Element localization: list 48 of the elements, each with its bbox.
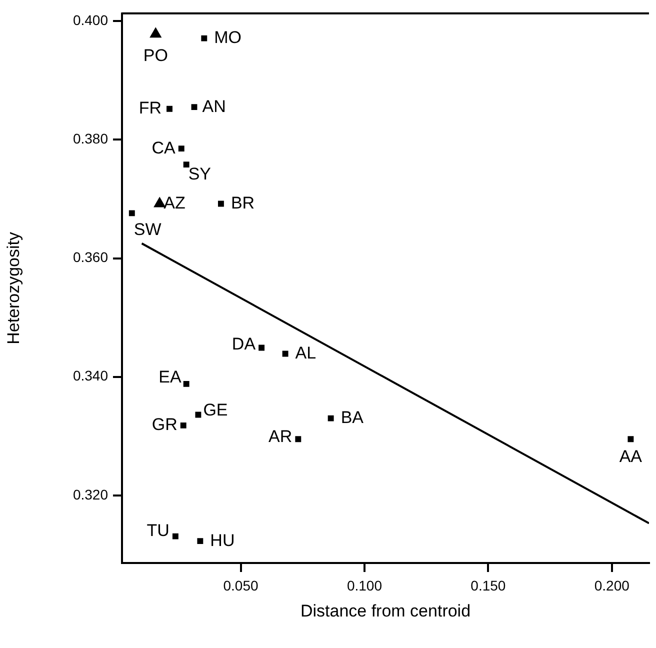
x-tick-label: 0.100 <box>346 577 382 594</box>
annotation: TU <box>146 521 170 540</box>
point <box>183 162 190 168</box>
x-tick-label: 0.150 <box>470 577 506 594</box>
point <box>172 533 178 540</box>
point <box>128 210 135 216</box>
x-axis-title: Distance from centroid <box>300 601 471 620</box>
annotation: PO <box>143 46 168 65</box>
annotation: AA <box>619 446 643 466</box>
point <box>178 146 184 152</box>
point <box>201 35 208 42</box>
annotation: CA <box>152 138 176 158</box>
annotation: BR <box>230 193 255 212</box>
y-tick-label: 0.340 <box>72 368 108 384</box>
point <box>195 412 202 418</box>
point <box>328 415 334 422</box>
annotation: BA <box>340 408 364 428</box>
annotation: SW <box>134 220 162 239</box>
annotation: HU <box>210 530 235 550</box>
annotation: MO <box>214 28 242 47</box>
annotation: GE <box>203 400 228 420</box>
x-tick-label: 0.200 <box>594 577 630 594</box>
annotation: DA <box>232 334 256 354</box>
point <box>295 436 302 442</box>
annotation: AR <box>268 426 292 446</box>
annotation: AN <box>202 96 226 116</box>
x-tick-label: 0.050 <box>223 577 258 594</box>
annotation: AZ <box>164 193 186 212</box>
y-axis-title: Heterozygosity <box>4 231 23 344</box>
y-tick-label: 0.360 <box>72 249 108 266</box>
annotation: SY <box>188 164 212 184</box>
annotation: AL <box>295 343 316 362</box>
y-tick-label: 0.380 <box>72 130 108 147</box>
y-tick-label: 0.400 <box>72 12 108 28</box>
annotation: FR <box>138 98 162 118</box>
point <box>197 538 204 544</box>
point <box>150 28 162 38</box>
point <box>282 350 288 357</box>
annotation: EA <box>158 368 182 387</box>
point <box>180 422 186 428</box>
y-tick-label: 0.320 <box>72 486 108 502</box>
point <box>183 380 190 387</box>
point <box>191 104 198 110</box>
annotation: GR <box>152 415 178 434</box>
point <box>166 106 172 112</box>
point <box>258 344 265 351</box>
point <box>218 200 224 207</box>
point <box>628 436 634 442</box>
